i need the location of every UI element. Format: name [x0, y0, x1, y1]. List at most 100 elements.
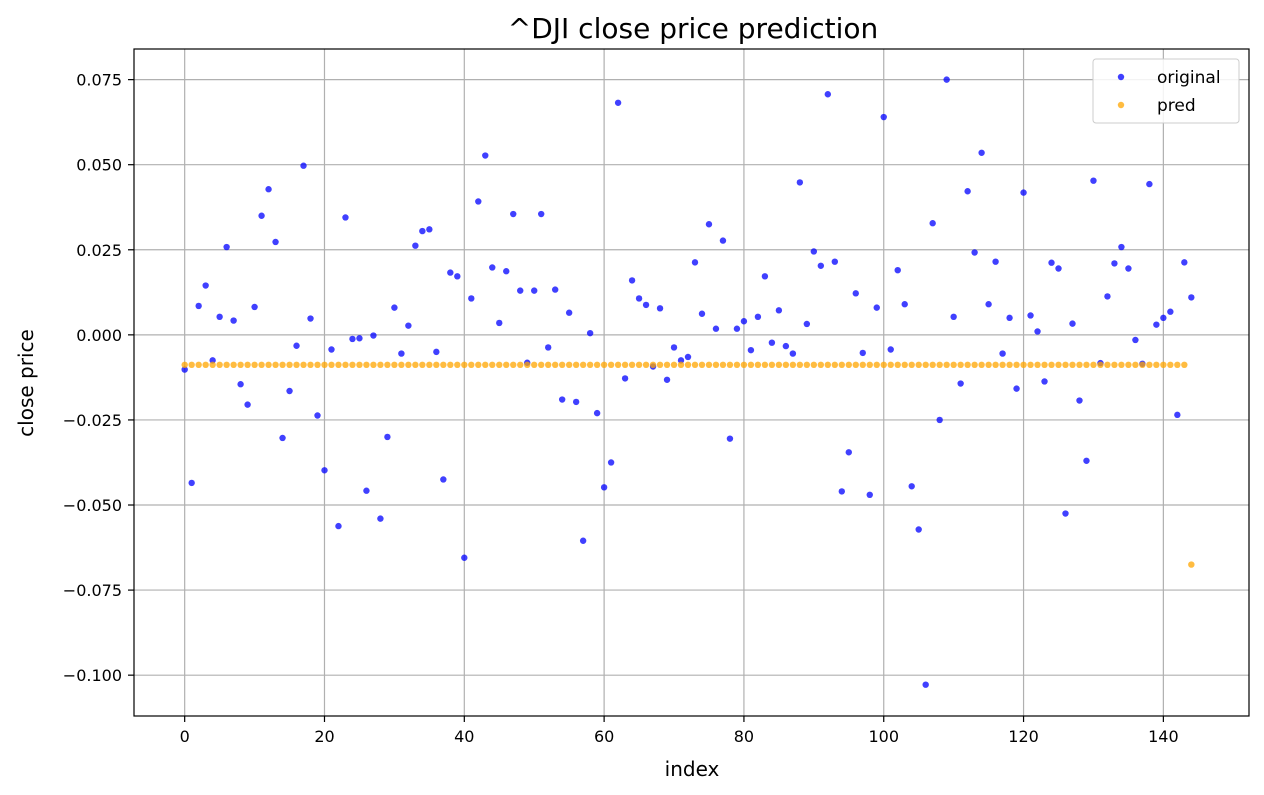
point-original: [908, 483, 915, 490]
point-original: [586, 329, 594, 337]
point-original: [600, 484, 608, 491]
point-original: [747, 346, 755, 354]
point-original: [419, 227, 426, 235]
point-original: [223, 243, 230, 251]
point-original: [426, 226, 433, 233]
point-original: [817, 262, 825, 269]
point-pred: [691, 361, 699, 369]
point-pred: [1188, 561, 1195, 568]
point-pred: [978, 361, 985, 369]
point-original: [614, 99, 622, 106]
point-pred: [929, 361, 936, 369]
point-original: [915, 526, 922, 533]
point-original: [356, 335, 363, 342]
point-original: [440, 476, 447, 483]
legend-label-original: original: [1157, 68, 1221, 88]
point-pred: [943, 361, 950, 369]
point-original: [845, 449, 852, 456]
point-original: [1167, 308, 1174, 315]
point-original: [922, 681, 929, 688]
point-original: [398, 350, 405, 357]
point-original: [901, 301, 908, 308]
legend: original pred: [1092, 58, 1240, 124]
point-original: [544, 344, 552, 351]
point-pred: [852, 361, 859, 369]
point-original: [1041, 378, 1048, 385]
point-pred: [349, 361, 356, 369]
point-pred: [810, 361, 818, 369]
point-pred: [1020, 361, 1027, 369]
y-axis-ticks: 0.075 0.050 0.025 0.000 −0.025 −0.050 −0.075 −0…: [63, 71, 134, 685]
point-pred: [1132, 361, 1139, 369]
point-original: [384, 433, 391, 441]
point-pred: [887, 361, 894, 369]
point-original: [342, 214, 349, 221]
point-pred: [705, 361, 713, 369]
point-pred: [307, 361, 314, 369]
legend-marker-pred: [1117, 101, 1125, 109]
point-original: [1153, 321, 1160, 328]
point-pred: [726, 361, 734, 369]
point-original: [572, 398, 580, 406]
point-original: [370, 332, 377, 339]
point-original: [593, 409, 601, 417]
point-pred: [754, 361, 762, 369]
point-pred: [496, 361, 503, 369]
point-pred: [768, 361, 776, 369]
point-original: [768, 339, 776, 346]
point-pred: [503, 361, 510, 369]
point-pred: [957, 361, 964, 369]
point-pred: [1167, 361, 1174, 369]
x-axis-ticks: 0 20 40 60 80 100 120 140: [180, 716, 1179, 746]
point-original: [391, 304, 398, 311]
point-original: [852, 290, 859, 297]
point-original: [1160, 314, 1167, 322]
point-original: [558, 396, 566, 403]
point-pred: [188, 361, 195, 369]
point-pred: [628, 361, 636, 369]
point-original: [433, 348, 440, 356]
point-pred: [600, 361, 608, 369]
point-original: [475, 198, 482, 205]
point-pred: [684, 361, 692, 369]
point-pred: [265, 361, 272, 369]
x-axis-label: index: [665, 757, 720, 781]
point-pred: [964, 361, 971, 369]
point-pred: [1027, 361, 1034, 369]
point-pred: [908, 361, 915, 369]
point-original: [412, 242, 419, 249]
point-pred: [901, 361, 908, 369]
point-pred: [524, 361, 531, 369]
point-original: [482, 152, 489, 159]
point-pred: [363, 361, 370, 369]
point-original: [859, 349, 866, 357]
point-original: [265, 186, 272, 193]
point-original: [377, 515, 384, 522]
legend-box: [1092, 58, 1240, 124]
point-original: [1013, 385, 1020, 392]
point-pred: [789, 361, 797, 369]
point-original: [251, 303, 258, 311]
point-pred: [663, 361, 671, 369]
point-pred: [230, 361, 237, 369]
y-tick-label: −0.100: [63, 666, 122, 685]
point-original: [188, 479, 195, 487]
point-original: [293, 342, 300, 349]
point-original: [447, 269, 454, 276]
point-original: [1027, 312, 1034, 319]
point-pred: [1062, 361, 1069, 369]
point-pred: [433, 361, 440, 369]
point-original: [454, 273, 461, 280]
point-pred: [426, 361, 433, 369]
point-pred: [370, 361, 377, 369]
point-original: [894, 266, 901, 274]
point-original: [635, 295, 643, 302]
point-pred: [335, 361, 342, 369]
point-original: [1132, 336, 1139, 344]
point-pred: [244, 361, 251, 369]
point-pred: [510, 361, 517, 369]
point-original: [607, 459, 615, 466]
point-original: [957, 380, 964, 387]
point-pred: [992, 361, 999, 369]
point-pred: [342, 361, 349, 369]
